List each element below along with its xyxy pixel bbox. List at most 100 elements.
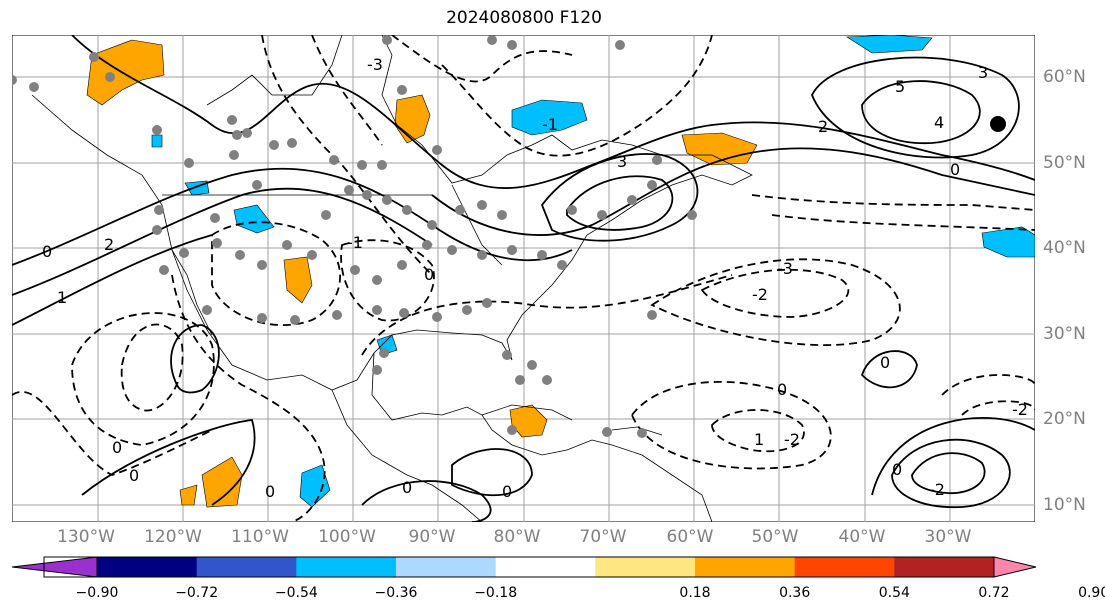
- orange-blob: [179, 484, 198, 506]
- lat-label: 60°N: [1043, 67, 1086, 87]
- contour-line: [361, 274, 733, 356]
- contour-line: [650, 258, 901, 346]
- dashed-contours: [12, 35, 1035, 522]
- contour-line: [811, 56, 1020, 159]
- colorbar-segment: [695, 557, 796, 577]
- contour-label: 0: [42, 242, 52, 261]
- lon-label: 100°W: [318, 527, 376, 547]
- lon-label: 120°W: [144, 527, 202, 547]
- contour-label: 1: [57, 288, 67, 307]
- colorbar-segment: [97, 557, 198, 577]
- cyan-blob: [981, 226, 1035, 258]
- lon-label: 130°W: [57, 527, 115, 547]
- lat-label: 20°N: [1043, 409, 1086, 429]
- lon-label: 50°W: [751, 527, 799, 547]
- contour-label: 0: [112, 438, 122, 457]
- contour-line: [81, 419, 256, 506]
- contour-line: [261, 35, 433, 276]
- colorbar-tick-label: −0.72: [175, 585, 219, 601]
- contour-line: [431, 147, 1035, 236]
- lon-label: 80°W: [493, 527, 541, 547]
- colorbar-tick-label: 0.18: [679, 585, 711, 601]
- contour-line: [391, 35, 573, 83]
- colorbar-tick-label: 0.90: [1078, 585, 1105, 601]
- contour-label: 0: [402, 478, 412, 497]
- cyan-blob: [511, 99, 588, 136]
- contour-label: 3: [978, 63, 988, 82]
- orange-blob: [86, 39, 165, 106]
- contour-line: [361, 480, 492, 522]
- cyan-blob: [846, 35, 933, 54]
- orange-blob: [201, 456, 243, 508]
- contour-line: [12, 391, 213, 476]
- cyan-blob: [233, 204, 275, 234]
- contour-label: 0: [265, 482, 275, 501]
- colorbar-tick-label: −0.36: [374, 585, 418, 601]
- stations: [12, 35, 697, 438]
- contour-label: 0: [892, 460, 902, 479]
- contour-line: [211, 221, 341, 326]
- colorbar: [11, 556, 1037, 578]
- contour-line: [12, 187, 433, 296]
- lon-label: 110°W: [231, 527, 289, 547]
- colorbar-segment: [495, 557, 596, 577]
- lat-label: 50°N: [1043, 153, 1086, 173]
- contour-line: [891, 438, 1011, 509]
- contour-label: -3: [777, 259, 793, 278]
- contour-line: [170, 324, 220, 394]
- contour-label: 4: [934, 113, 944, 132]
- lon-label: 60°W: [666, 527, 714, 547]
- map-plot: 0 2 1 3 2 3 5 4 0 -3 -2 0 1 -2 -2 -2 0 0…: [12, 35, 1035, 522]
- lon-label: 70°W: [579, 527, 627, 547]
- lat-label: 40°N: [1043, 238, 1086, 258]
- cyan-blob: [151, 134, 163, 148]
- lon-label: 30°W: [924, 527, 972, 547]
- contour-line: [120, 323, 184, 412]
- location-marker: [990, 116, 1006, 132]
- contour-label: -3: [367, 55, 383, 74]
- colorbar-segment: [296, 557, 397, 577]
- contour-label: 0: [950, 160, 960, 179]
- map-title: 2024080800 F120: [446, 8, 602, 28]
- contour-label: -2: [752, 285, 768, 304]
- colorbar-extension-right: [993, 556, 1037, 578]
- colorbar-tick-label: −0.90: [75, 585, 119, 601]
- contour-label-group: 0 2 1 3 2 3 5 4 0 -3 -2 0 1 -2 -2 -2 0 0…: [42, 55, 1028, 501]
- contour-line: [861, 80, 981, 144]
- contours: [12, 35, 1035, 522]
- contour-line: [566, 175, 674, 231]
- contour-label: -2: [929, 480, 945, 499]
- colorbar-tick-label: 0.54: [878, 585, 910, 601]
- contour-label: 5: [895, 77, 905, 96]
- contour-label: 0: [777, 380, 787, 399]
- colorbar-segment: [794, 557, 895, 577]
- contour-line: [630, 380, 832, 470]
- contour-label: -2: [1012, 400, 1028, 419]
- contour-label: -1: [542, 115, 558, 134]
- contour-line: [871, 416, 1035, 496]
- contour-line: [860, 350, 918, 389]
- contour-line: [540, 153, 699, 242]
- contour-line: [451, 448, 533, 497]
- contour-line: [311, 35, 383, 146]
- lat-label: 10°N: [1043, 495, 1086, 515]
- contour-label: 0: [880, 353, 890, 372]
- colorbar-tick-label: −0.54: [274, 585, 318, 601]
- coastlines: [31, 35, 753, 522]
- contour-line: [171, 274, 326, 522]
- contour-line: [711, 409, 805, 453]
- contour-label: -2: [784, 430, 800, 449]
- contour-label: 0: [424, 265, 434, 284]
- orange-blob: [283, 256, 313, 304]
- colorbar-extension-left: [11, 556, 98, 578]
- orange-blob: [681, 132, 758, 166]
- contour-label: -1: [347, 233, 363, 252]
- cyan-blob: [299, 464, 331, 508]
- colorbar-segment: [396, 557, 497, 577]
- contour-line: [12, 167, 573, 266]
- colorbar-segment: [196, 557, 297, 577]
- colorbar-tick-label: 0.72: [978, 585, 1010, 601]
- contour-line: [941, 374, 1035, 396]
- contour-line: [911, 452, 986, 494]
- colorbar-segment: [595, 557, 696, 577]
